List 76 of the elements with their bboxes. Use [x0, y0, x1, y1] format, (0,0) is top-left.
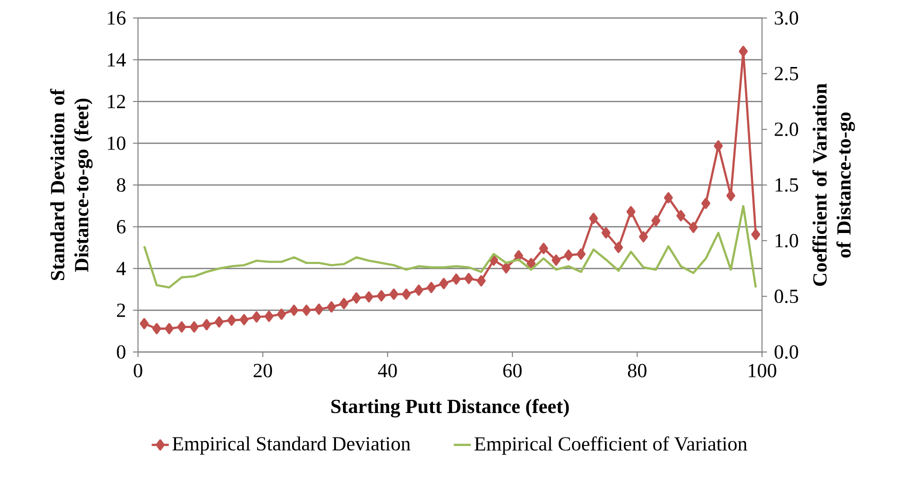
point — [352, 292, 361, 304]
point — [651, 215, 660, 226]
y-tick-label: 16 — [108, 11, 126, 25]
point — [439, 278, 448, 290]
point — [164, 323, 174, 334]
point — [339, 298, 348, 310]
y-tick-label: 0 — [116, 345, 126, 359]
point — [701, 198, 710, 209]
y-axis-title: Standard Deviation of Distance-to-go (feet) — [50, 88, 93, 280]
y-tick-label: 2 — [117, 304, 126, 317]
point — [589, 212, 598, 224]
point — [277, 308, 286, 320]
legend-label: Empirical Coefficient of Variation — [474, 436, 748, 455]
point — [464, 272, 474, 284]
point — [714, 140, 723, 152]
point — [202, 319, 212, 330]
point — [152, 323, 162, 334]
point — [414, 284, 424, 296]
y2-tick-label: 0.0 — [774, 345, 798, 359]
x-tick-label: 100 — [748, 364, 776, 378]
y-tick-label: 8 — [116, 178, 126, 192]
y-tick-label: 6 — [117, 220, 126, 234]
point — [452, 274, 461, 285]
point — [664, 192, 673, 204]
y2-tick-label: 1.5 — [776, 178, 798, 192]
point — [140, 318, 149, 330]
point — [502, 262, 511, 274]
x-tick-label: 40 — [378, 364, 397, 378]
point — [738, 46, 748, 57]
point — [264, 310, 274, 322]
point — [552, 254, 561, 266]
point — [614, 242, 623, 254]
x-tick-label: 60 — [503, 364, 522, 378]
y2-tick-label: 2.5 — [774, 66, 798, 80]
y-tick-label: 12 — [108, 94, 126, 108]
point — [526, 258, 536, 270]
point — [290, 304, 298, 316]
y-tick-label: 14 — [108, 53, 126, 66]
x-tick-label: 80 — [628, 364, 646, 378]
y2-tick-label: 2.0 — [774, 122, 798, 136]
point — [190, 321, 199, 333]
point — [539, 242, 548, 254]
point — [227, 314, 236, 326]
point — [214, 316, 224, 328]
point — [476, 275, 486, 286]
point — [402, 288, 411, 300]
point — [302, 304, 311, 316]
point — [240, 314, 249, 326]
y2-axis-title: Coefficient of Variation of Distance-to-go — [812, 83, 855, 286]
point — [252, 311, 262, 323]
point — [751, 228, 760, 240]
point — [676, 210, 686, 222]
point — [638, 231, 648, 242]
y2-tick-label: 1.0 — [776, 234, 798, 248]
point — [177, 321, 186, 333]
y-tick-label: 10 — [108, 136, 126, 150]
legend-label: Empirical Standard Deviation — [172, 436, 410, 455]
point — [514, 250, 524, 262]
y2-tick-label: 3.0 — [774, 11, 798, 25]
point — [626, 206, 636, 218]
point — [389, 288, 398, 300]
point — [602, 227, 610, 238]
point — [326, 301, 336, 313]
x-axis-title: Starting Putt Distance (feet) — [331, 398, 569, 418]
point — [726, 190, 736, 202]
point — [314, 304, 324, 315]
point — [426, 282, 436, 294]
x-tick-label: 0 — [134, 364, 142, 378]
point — [364, 291, 374, 302]
x-tick-label: 20 — [254, 364, 272, 378]
y-tick-label: 4 — [116, 262, 126, 276]
point — [688, 222, 698, 233]
point — [576, 248, 586, 260]
point — [376, 290, 386, 302]
y2-tick-label: 0.5 — [774, 290, 798, 304]
point — [564, 250, 574, 261]
